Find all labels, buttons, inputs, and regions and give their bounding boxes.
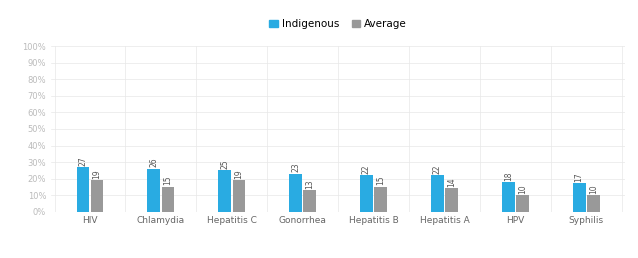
Text: 18: 18: [504, 171, 513, 181]
Bar: [587, 195, 600, 212]
Bar: [232, 180, 245, 212]
Bar: [573, 183, 586, 212]
Text: 23: 23: [291, 163, 300, 172]
Text: 27: 27: [78, 156, 87, 166]
Text: 25: 25: [220, 159, 229, 169]
Text: 19: 19: [93, 169, 101, 179]
Bar: [147, 169, 160, 212]
Text: 10: 10: [589, 184, 598, 194]
Bar: [445, 188, 458, 212]
Bar: [91, 180, 103, 212]
Text: 15: 15: [376, 176, 385, 186]
Legend: Indigenous, Average: Indigenous, Average: [265, 15, 411, 34]
Text: 17: 17: [575, 173, 584, 182]
Bar: [375, 187, 387, 212]
Text: 10: 10: [518, 184, 527, 194]
Bar: [289, 174, 302, 212]
Bar: [360, 175, 373, 212]
Text: 22: 22: [433, 164, 442, 174]
Bar: [431, 175, 444, 212]
Text: 26: 26: [149, 158, 158, 167]
Bar: [304, 190, 316, 212]
Bar: [218, 170, 231, 212]
Text: 22: 22: [362, 164, 371, 174]
Text: 19: 19: [234, 169, 243, 179]
Text: 14: 14: [447, 178, 456, 187]
Bar: [502, 182, 515, 212]
Bar: [77, 167, 89, 212]
Text: 15: 15: [163, 176, 172, 186]
Text: 13: 13: [306, 179, 315, 189]
Bar: [516, 195, 529, 212]
Bar: [161, 187, 174, 212]
